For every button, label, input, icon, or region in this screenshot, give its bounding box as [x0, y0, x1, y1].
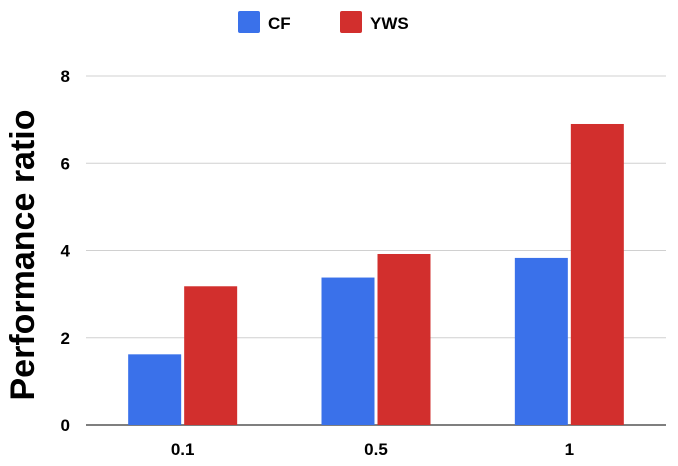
y-tick-label: 6 — [61, 154, 70, 173]
legend-swatch-yws — [340, 11, 362, 33]
bar-cf-0.1 — [128, 354, 182, 425]
x-tick-label: 1 — [565, 440, 574, 459]
legend-label-cf: CF — [268, 14, 291, 33]
bars — [128, 123, 624, 426]
bar-cf-0.5 — [321, 277, 375, 425]
legend-swatch-cf — [238, 11, 260, 33]
legend: CF YWS — [238, 11, 409, 33]
x-tick-label: 0.1 — [171, 440, 195, 459]
bar-yws-0.1 — [184, 286, 238, 425]
bar-yws-0.5 — [377, 253, 431, 425]
legend-label-yws: YWS — [370, 14, 409, 33]
x-tick-label: 0.5 — [364, 440, 388, 459]
y-tick-label: 8 — [61, 67, 70, 86]
bar-cf-1 — [514, 257, 568, 425]
gridlines — [86, 75, 666, 426]
x-axis-ticks: 0.1 0.5 1 — [171, 440, 574, 459]
y-tick-label: 2 — [61, 329, 70, 348]
y-tick-label: 4 — [61, 242, 71, 261]
y-tick-label: 0 — [61, 416, 70, 435]
y-axis-title: Performance ratio — [4, 110, 42, 401]
bar-yws-1 — [570, 123, 624, 426]
y-axis-ticks: 0 2 4 6 8 — [61, 67, 71, 435]
